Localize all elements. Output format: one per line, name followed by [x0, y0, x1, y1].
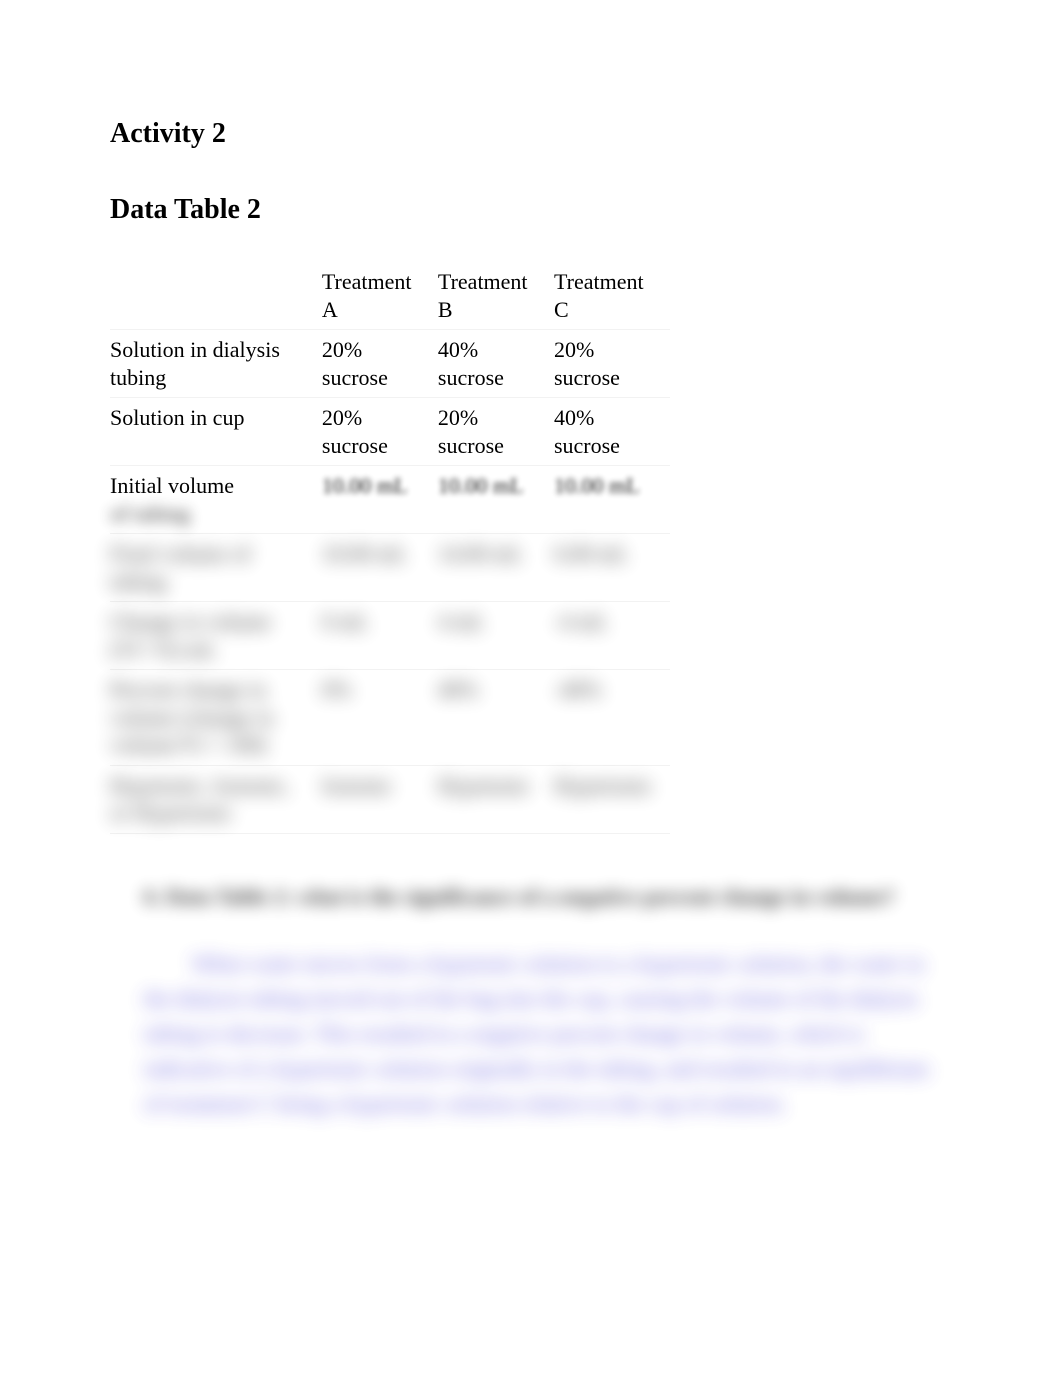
row-label: Solution in cup: [110, 398, 322, 466]
table-row: Percent change in volume (change in volu…: [110, 670, 670, 766]
cell: 10.00 mL: [322, 466, 438, 534]
cell: 0%: [322, 670, 438, 766]
data-table-2: Treatment ATreatment BTreatment CSolutio…: [110, 262, 670, 834]
row-label: Change in volume (Vf−Vi) mL: [110, 602, 322, 670]
row-label: Final volume of tubing: [110, 534, 322, 602]
table-row: Hypotonic, Isotonic, or HypertonicIsoton…: [110, 765, 670, 833]
question-text: 6. Data Table 2: what is the significanc…: [144, 884, 952, 910]
table-row: Solution in cup20% sucrose20% sucrose40%…: [110, 398, 670, 466]
cell: 20% sucrose: [322, 398, 438, 466]
cell: 40% sucrose: [554, 398, 670, 466]
cell: 20% sucrose: [554, 330, 670, 398]
table-row: Change in volume (Vf−Vi) mL0 mL4 mL-4 mL: [110, 602, 670, 670]
cell: 20% sucrose: [438, 398, 554, 466]
cell: 40% sucrose: [438, 330, 554, 398]
table-row: Final volume of tubing10.00 mL14.00 mL6.…: [110, 534, 670, 602]
table-row: Solution in dialysis tubing20% sucrose40…: [110, 330, 670, 398]
cell: -4 mL: [554, 602, 670, 670]
row-label: Solution in dialysis tubing: [110, 330, 322, 398]
cell: Hypertonic: [554, 765, 670, 833]
question-block: 6. Data Table 2: what is the significanc…: [110, 884, 952, 1122]
cell: 10.00 mL: [322, 534, 438, 602]
cell: Hypotonic: [438, 765, 554, 833]
row-label: Percent change in volume (change in volu…: [110, 670, 322, 766]
col-header: Treatment A: [322, 262, 438, 330]
cell: 10.00 mL: [438, 466, 554, 534]
table-heading: Data Table 2: [110, 194, 952, 226]
cell: 14.00 mL: [438, 534, 554, 602]
cell: 40%: [438, 670, 554, 766]
cell: 6.00 mL: [554, 534, 670, 602]
cell: 20% sucrose: [322, 330, 438, 398]
cell: -40%: [554, 670, 670, 766]
row-label: Hypotonic, Isotonic, or Hypertonic: [110, 765, 322, 833]
table-row: Initial volume of tubing10.00 mL10.00 mL…: [110, 466, 670, 534]
activity-heading: Activity 2: [110, 118, 952, 150]
col-header: Treatment C: [554, 262, 670, 330]
cell: 4 mL: [438, 602, 554, 670]
cell: Isotonic: [322, 765, 438, 833]
col-header: Treatment B: [438, 262, 554, 330]
row-label: Initial volume of tubing: [110, 466, 322, 534]
col-header-blank: [110, 262, 322, 330]
answer-text: When water moves from a hypotonic soluti…: [144, 946, 952, 1122]
cell: 10.00 mL: [554, 466, 670, 534]
cell: 0 mL: [322, 602, 438, 670]
